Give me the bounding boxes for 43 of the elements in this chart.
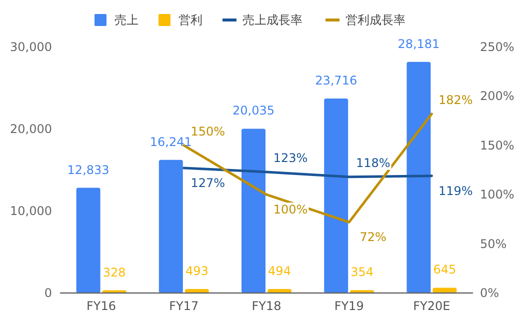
data-label: 72% bbox=[360, 230, 386, 244]
y2-tick-label: 200% bbox=[480, 89, 514, 104]
bar bbox=[432, 288, 457, 293]
data-label: 100% bbox=[273, 202, 308, 217]
bar bbox=[158, 160, 183, 293]
data-label: 123% bbox=[273, 150, 308, 165]
y2-tick-label: 250% bbox=[480, 40, 514, 54]
data-label: 645 bbox=[433, 262, 456, 277]
x-tick-label: FY18 bbox=[252, 299, 282, 313]
y2-tick-label: 50% bbox=[480, 236, 507, 251]
bar bbox=[324, 98, 348, 293]
y-tick-label: 0 bbox=[44, 286, 52, 300]
x-tick-label: FY20E bbox=[413, 299, 450, 313]
data-label: 119% bbox=[438, 184, 473, 198]
data-label: 23,716 bbox=[315, 74, 358, 88]
legend-label: 営利成長率 bbox=[346, 13, 406, 27]
data-label: 20,035 bbox=[232, 104, 274, 118]
legend-label: 売上 bbox=[114, 13, 138, 27]
data-label: 12,833 bbox=[67, 162, 110, 177]
x-tick-label: FY17 bbox=[169, 299, 199, 313]
data-label: 493 bbox=[185, 264, 208, 278]
legend-label: 売上成長率 bbox=[242, 13, 302, 27]
data-label: 494 bbox=[268, 264, 291, 278]
y-tick-label: 20,000 bbox=[10, 122, 52, 136]
y2-tick-label: 0% bbox=[480, 286, 500, 300]
bar bbox=[242, 128, 266, 293]
data-label: 28,181 bbox=[398, 36, 440, 51]
y2-tick-label: 150% bbox=[480, 138, 514, 152]
data-label: 182% bbox=[438, 92, 473, 107]
y-tick-label: 30,000 bbox=[10, 40, 52, 54]
legend-label: 営利 bbox=[178, 13, 202, 27]
bar bbox=[76, 188, 100, 293]
x-tick-label: FY19 bbox=[334, 299, 364, 313]
data-label: 118% bbox=[356, 156, 390, 170]
y-tick-label: 10,000 bbox=[10, 204, 52, 218]
data-label: 328 bbox=[102, 265, 126, 280]
data-label: 127% bbox=[190, 176, 226, 190]
data-label: 150% bbox=[190, 124, 226, 138]
x-tick-label: FY16 bbox=[86, 299, 116, 313]
bar bbox=[406, 62, 431, 293]
data-label: 354 bbox=[350, 265, 374, 280]
y2-tick-label: 100% bbox=[480, 188, 514, 202]
data-label: 16,241 bbox=[150, 134, 192, 149]
